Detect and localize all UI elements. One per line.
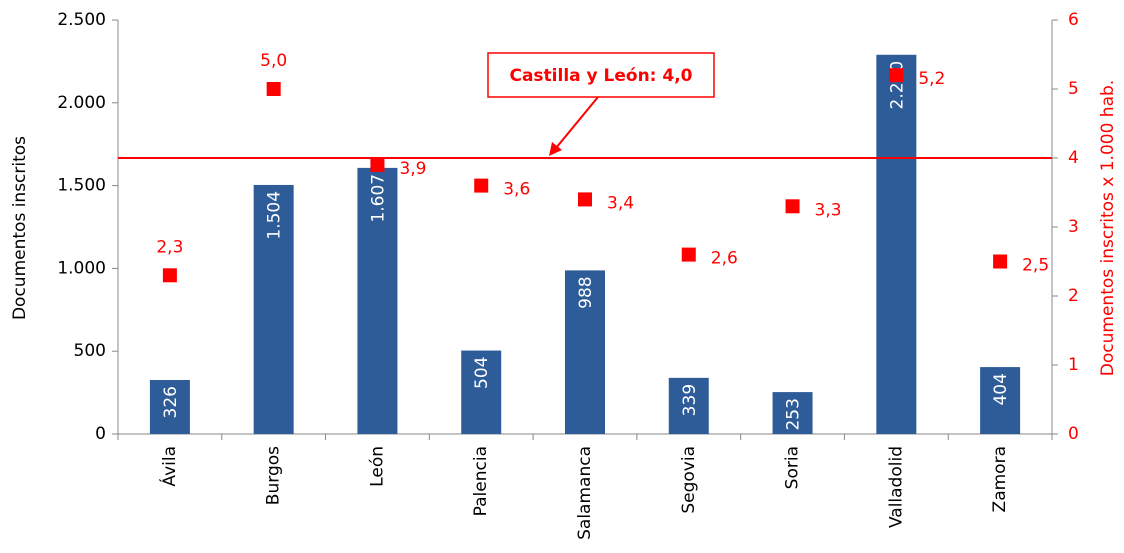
y-tick-label: 0 [95,424,106,444]
point-value-label: 3,3 [815,200,842,220]
x-tick-label: Ávila [158,446,180,487]
bar [565,270,605,434]
bar [149,380,190,434]
y-tick-label: 1.500 [57,176,106,196]
bar-value-label: 1.504 [265,191,285,240]
point-value-label: 3,4 [607,193,634,213]
point [266,82,281,96]
bar [876,54,917,434]
y-axis-label: Documentos inscritos [10,136,30,320]
y2-tick-label: 6 [1068,10,1079,30]
bar-value-label: 988 [576,276,596,308]
bar-value-label: 504 [472,357,492,389]
point-value-label: 2,3 [156,237,183,257]
x-tick-label: Salamanca [575,446,595,540]
point [474,178,489,193]
point-value-label: 2,5 [1022,256,1049,276]
y2-tick-label: 1 [1068,355,1079,375]
point-value-label: 2,6 [711,249,738,269]
bar [461,350,502,434]
x-tick-label: Soria [783,446,803,489]
point [681,247,696,262]
bar [357,167,398,434]
point-value-label: 3,9 [399,159,426,179]
y2-tick-label: 3 [1068,217,1079,237]
annotation-arrowhead [549,142,562,156]
y-tick-label: 2.500 [57,10,106,30]
point-value-label: 5,2 [918,69,945,89]
bar [980,367,1021,434]
x-tick-label: Burgos [264,446,284,505]
y-tick-label: 1.000 [57,258,106,278]
bar-value-label: 2.290 [887,61,907,110]
bar-value-label: 253 [784,398,804,430]
y2-tick-label: 2 [1068,286,1079,306]
bar-value-label: 1.607 [368,174,388,223]
point [578,192,592,207]
x-tick-label: Segovia [679,446,699,514]
x-tick-label: León [367,446,387,487]
bar [772,392,813,434]
x-tick-label: Valladolid [886,446,906,528]
y-tick-label: 500 [74,341,106,361]
annotation-box [487,52,715,98]
point [889,68,904,83]
y2-axis-label: Documentos inscritos x 1.000 hab. [1098,80,1118,376]
y2-tick-label: 0 [1068,424,1079,444]
point [993,254,1008,269]
y2-tick-label: 4 [1068,148,1079,168]
y-tick-label: 2.000 [57,93,106,113]
bar-value-label: 339 [680,384,700,416]
point [370,157,385,172]
bar-value-label: 326 [161,386,181,418]
point [785,199,800,214]
bar [253,184,294,434]
point-value-label: 5,0 [260,51,287,71]
point-value-label: 3,6 [503,180,530,200]
annotation-arrow [555,96,599,149]
annotation-label: Castilla y León: 4,0 [509,66,692,86]
x-tick-label: Palencia [471,446,491,516]
y2-tick-label: 5 [1068,79,1079,99]
point [162,268,177,283]
x-tick-label: Zamora [990,446,1010,512]
bar-value-label: 404 [991,373,1011,405]
bar [668,377,709,434]
